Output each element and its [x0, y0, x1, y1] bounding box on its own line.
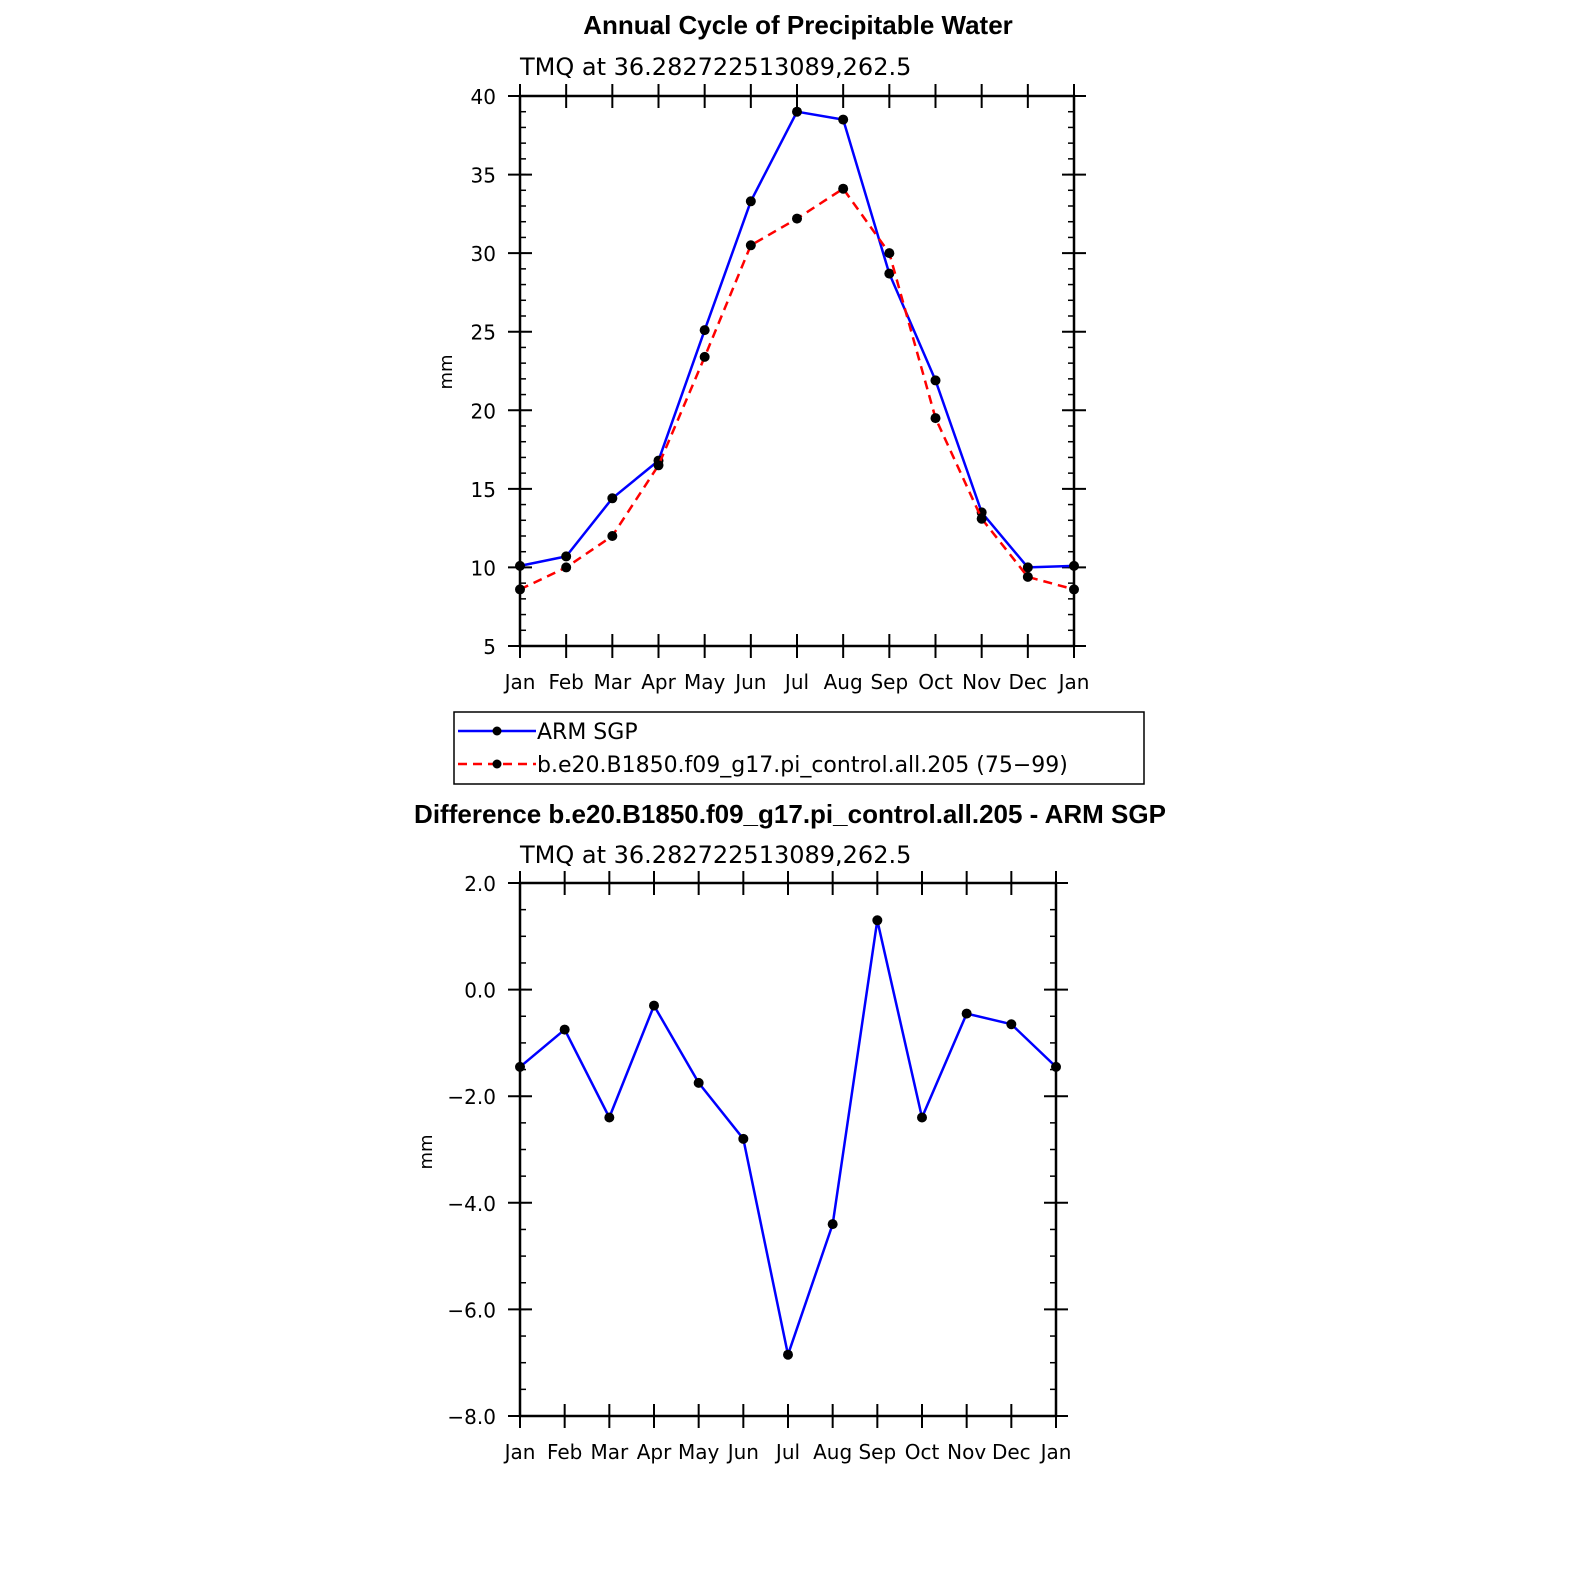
data-point [827, 1219, 838, 1230]
chart1-ylabel: mm [436, 354, 457, 389]
data-point [792, 213, 802, 224]
y-tick-label: 25 [471, 321, 496, 345]
data-point [884, 268, 895, 279]
y-tick-label: 35 [471, 164, 496, 188]
chart1-title: Annual Cycle of Precipitable Water [583, 10, 1013, 40]
x-tick-label: Jul [774, 1440, 800, 1464]
x-tick-label: Mar [593, 670, 632, 694]
chart2-series [515, 915, 1061, 1360]
legend-label-arm-sgp: ARM SGP [537, 720, 638, 745]
legend-marker-model [492, 759, 502, 769]
data-point [1022, 571, 1033, 582]
y-tick-label: 2.0 [464, 872, 496, 896]
data-point [559, 1024, 570, 1035]
data-point [745, 196, 756, 207]
x-tick-label: Nov [962, 670, 1001, 694]
x-tick-label: Jun [726, 1440, 759, 1464]
legend-marker-arm-sgp [492, 726, 502, 736]
x-tick-label: Oct [905, 1440, 940, 1464]
legend-entry-model: b.e20.B1850.f09_g17.pi_control.all.205 (… [458, 753, 1068, 778]
x-tick-label: Sep [870, 670, 908, 694]
data-point [917, 1112, 927, 1123]
y-tick-label: −6.0 [447, 1298, 496, 1322]
data-point [976, 513, 987, 524]
x-tick-label: Jun [733, 670, 766, 694]
x-tick-label: Jan [1039, 1440, 1072, 1464]
series-line [519, 187, 1075, 591]
series-line [519, 110, 1075, 569]
data-point [783, 1349, 793, 1360]
data-point [693, 1077, 704, 1088]
x-tick-label: Nov [947, 1440, 986, 1464]
x-tick-label: Oct [918, 670, 953, 694]
data-point [561, 551, 572, 562]
data-point [607, 531, 618, 541]
annual-cycle-chart: Annual Cycle of Precipitable Water TMQ a… [436, 10, 1089, 694]
chart2-ticklabels: Jan Feb Mar Apr May Jun Jul Aug Sep Oct Nov Dec Jan−… [447, 872, 1071, 1464]
data-point [738, 1133, 749, 1144]
x-tick-label: Dec [992, 1440, 1031, 1464]
chart2-ticks [508, 871, 1068, 1428]
y-tick-label: 20 [471, 399, 496, 423]
data-point [699, 325, 710, 336]
y-tick-label: −8.0 [447, 1405, 496, 1429]
x-tick-label: Feb [548, 670, 583, 694]
data-point [607, 493, 618, 504]
x-tick-label: Feb [547, 1440, 582, 1464]
y-tick-label: 5 [483, 635, 496, 659]
y-tick-label: 40 [471, 85, 496, 109]
y-tick-label: 0.0 [464, 979, 496, 1003]
data-point [838, 183, 849, 194]
legend-entry-arm-sgp: ARM SGP [458, 720, 638, 745]
data-point [561, 562, 572, 573]
data-point [1006, 1019, 1017, 1030]
legend-label-model: b.e20.B1850.f09_g17.pi_control.all.205 (… [537, 753, 1068, 778]
chart1-ticks [508, 84, 1086, 658]
x-tick-label: Jan [503, 1440, 536, 1464]
y-tick-label: 15 [471, 478, 496, 502]
x-tick-label: Dec [1008, 670, 1047, 694]
chart1-legend: ARM SGP b.e20.B1850.f09_g17.pi_control.a… [453, 711, 1145, 785]
chart2-plot-frame [518, 881, 1058, 1418]
chart1-series [515, 106, 1079, 595]
x-tick-label: Apr [641, 670, 676, 694]
y-tick-label: −4.0 [447, 1192, 496, 1216]
data-point [653, 460, 664, 471]
data-point [792, 106, 802, 117]
x-tick-label: May [684, 670, 726, 694]
x-tick-label: Mar [590, 1440, 629, 1464]
y-tick-label: 10 [471, 556, 496, 580]
data-point [604, 1112, 615, 1123]
x-tick-label: Apr [637, 1440, 672, 1464]
data-point [699, 351, 710, 362]
data-point [961, 1008, 972, 1019]
data-point [1022, 562, 1033, 573]
chart1-subtitle: TMQ at 36.282722513089,262.5 [519, 53, 911, 81]
chart1-plot-frame [518, 94, 1076, 648]
y-tick-label: 30 [471, 242, 496, 266]
legend-box [453, 711, 1145, 785]
data-point [745, 240, 756, 251]
x-tick-label: Jul [783, 670, 809, 694]
data-point [930, 375, 941, 386]
data-point [838, 114, 849, 125]
series-line [519, 919, 1057, 1356]
data-point [649, 1000, 659, 1011]
x-tick-label: Jan [503, 670, 536, 694]
x-tick-label: Aug [824, 670, 863, 694]
difference-chart: Difference b.e20.B1850.f09_g17.pi_contro… [414, 799, 1166, 1464]
x-tick-label: Jan [1057, 670, 1090, 694]
data-point [872, 915, 883, 926]
x-tick-label: Sep [858, 1440, 896, 1464]
x-tick-label: Aug [813, 1440, 852, 1464]
chart1-ticklabels: Jan Feb Mar Apr May Jun Jul Aug Sep Oct Nov Dec Jan 5… [471, 85, 1090, 694]
x-tick-label: May [678, 1440, 720, 1464]
data-point [930, 413, 941, 424]
chart2-subtitle: TMQ at 36.282722513089,262.5 [519, 841, 911, 869]
y-tick-label: −2.0 [447, 1085, 496, 1109]
chart2-ylabel: mm [416, 1134, 437, 1169]
data-point [884, 248, 895, 259]
chart2-title: Difference b.e20.B1850.f09_g17.pi_contro… [414, 799, 1166, 829]
